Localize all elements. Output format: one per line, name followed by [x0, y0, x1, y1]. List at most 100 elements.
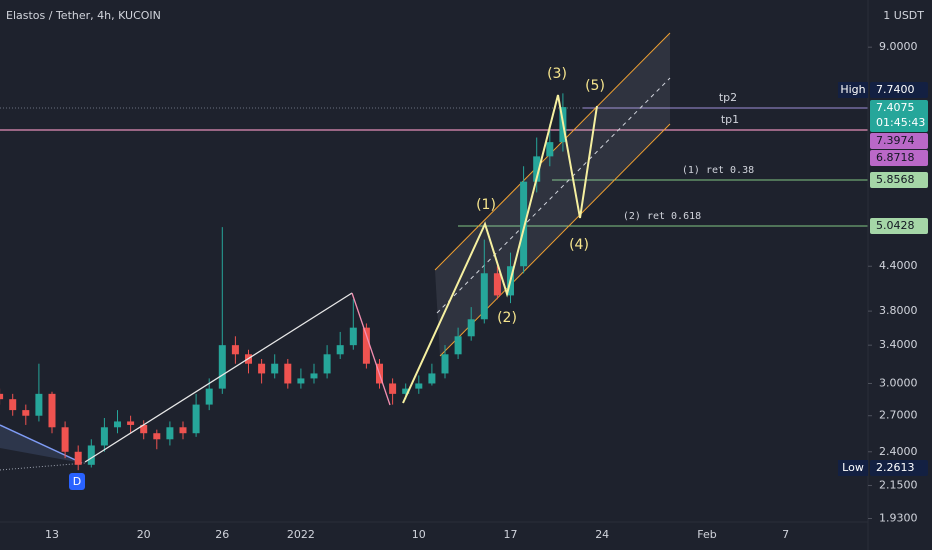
wave-label: (1) [476, 197, 496, 213]
candle-body [205, 388, 213, 405]
candle-body [153, 433, 161, 440]
x-tick-label: 2022 [287, 528, 315, 541]
price-tag-label: 7.7400 [876, 83, 915, 96]
trend-line [0, 424, 83, 464]
x-tick-label: 24 [595, 528, 609, 541]
y-tick-label: 9.0000 [879, 40, 918, 53]
price-tag-label: 5.8568 [876, 173, 915, 186]
badge-label: D [73, 475, 81, 488]
candle-body [428, 373, 436, 384]
candle-body [231, 345, 239, 355]
swing-line [84, 292, 353, 463]
badge [69, 473, 85, 490]
wave-label: (5) [585, 78, 605, 94]
swing-line [351, 292, 391, 406]
x-tick-label: 7 [782, 528, 789, 541]
x-tick-label: 17 [504, 528, 518, 541]
channel-mid [436, 77, 671, 314]
tag-name: Low [842, 461, 864, 474]
price-tag [870, 460, 928, 476]
elliott-wave [402, 94, 598, 404]
line-label: (1) ret 0.38 [682, 165, 754, 176]
candle-body [362, 327, 370, 364]
price-tag [870, 133, 928, 149]
candles [0, 93, 567, 471]
y-tick-label: 2.4000 [879, 445, 918, 458]
tag-name-box [838, 460, 868, 476]
price-tag [870, 150, 928, 166]
x-tick-label: 10 [412, 528, 426, 541]
price-tag-label: 7.4075 [876, 101, 915, 114]
price-tag-label: 7.3974 [876, 134, 915, 147]
line-label: tp2 [719, 91, 737, 104]
y-tick-label: 3.8000 [879, 304, 918, 317]
candle-body [179, 427, 187, 434]
drawings [0, 32, 868, 471]
wave-label: (4) [569, 237, 589, 253]
price-tag [870, 82, 928, 98]
tag-name-box [838, 82, 868, 98]
price-tag-label: 2.2613 [876, 461, 915, 474]
candle-body [402, 388, 410, 394]
candle-body [493, 273, 501, 296]
candle-body [323, 354, 331, 374]
candle-body [520, 181, 528, 267]
y-tick-label: 3.0000 [879, 376, 918, 389]
line-label: tp1 [721, 113, 739, 126]
candle-body [22, 410, 30, 416]
y-tick-label: 2.7000 [879, 409, 918, 422]
y-unit: 1 USDT [883, 9, 924, 22]
y-tick-label: 2.1500 [879, 478, 918, 491]
candle-body [284, 363, 292, 384]
candle-body [297, 378, 305, 384]
y-tick-label: 3.4000 [879, 338, 918, 351]
y-tick-label: 1.9300 [879, 511, 918, 524]
candle-body [35, 393, 43, 416]
candle-body [467, 319, 475, 337]
price-tag [870, 100, 928, 132]
candle-body [114, 421, 121, 428]
candle-body [533, 156, 541, 182]
candle-body [480, 273, 488, 320]
chart-title: Elastos / Tether, 4h, KUCOIN [6, 9, 161, 22]
countdown: 01:45:43 [876, 116, 925, 129]
candle-body [100, 427, 108, 446]
price-tag [870, 172, 928, 188]
candle-body [454, 336, 462, 355]
tag-name: High [840, 83, 865, 96]
candle-body [166, 427, 174, 440]
candle-body [9, 399, 17, 411]
candle-body [218, 345, 226, 389]
candle-body [140, 424, 148, 434]
candle-body [61, 427, 69, 452]
candle-body [415, 383, 423, 389]
candle-body [441, 354, 449, 374]
candle-body [546, 142, 554, 157]
dotted-line [0, 462, 86, 471]
x-tick-label: 20 [137, 528, 151, 541]
line-label: (2) ret 0.618 [623, 211, 701, 222]
x-tick-label: 26 [215, 528, 229, 541]
channel-line [439, 123, 671, 357]
candle-body [127, 421, 135, 425]
y-tick-label: 4.4000 [879, 259, 918, 272]
price-tag [870, 218, 928, 234]
wave-drawings [69, 94, 598, 490]
price-tag-label: 5.0428 [876, 219, 915, 232]
channel-fill [435, 33, 670, 356]
candle-body [48, 393, 56, 428]
x-tick-label: Feb [697, 528, 716, 541]
wave-label: (3) [547, 66, 567, 82]
candle-body [389, 383, 397, 394]
wave-label: (2) [497, 310, 517, 326]
price-tag-label: 6.8718 [876, 151, 915, 164]
candle-body [310, 373, 318, 379]
candle-body [349, 327, 357, 346]
candle-body [336, 345, 344, 355]
x-tick-label: 13 [45, 528, 59, 541]
candle-body [0, 393, 4, 400]
candle-body [74, 451, 82, 465]
candle-body [87, 445, 95, 465]
candle-body [192, 404, 200, 434]
